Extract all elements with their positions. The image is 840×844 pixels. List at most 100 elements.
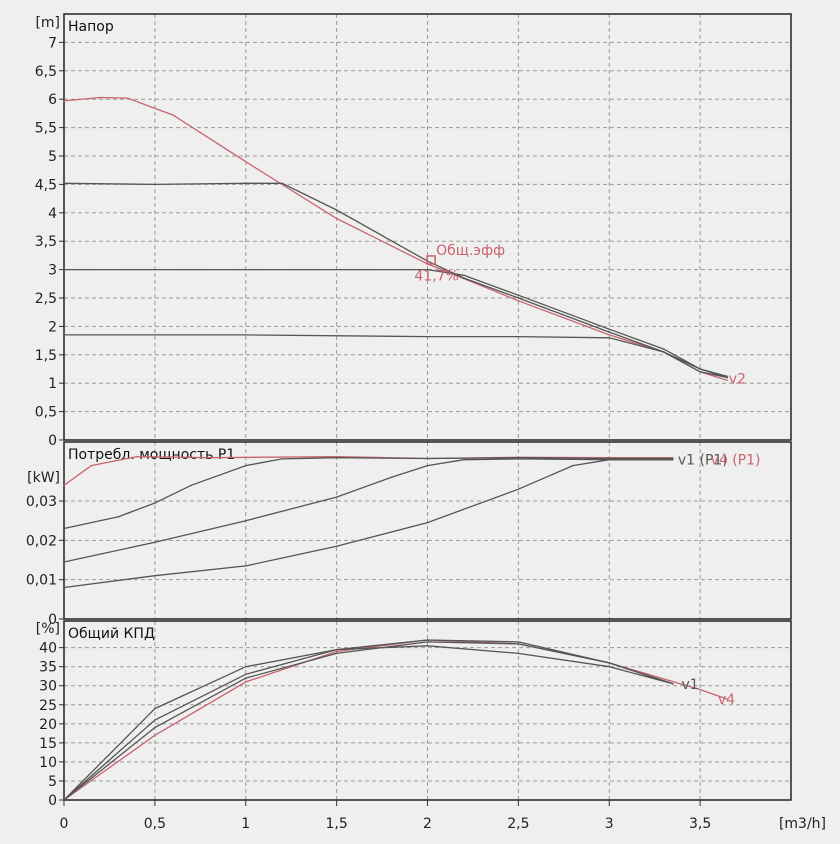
y-tick-label: 5,5 — [35, 121, 57, 137]
y-axis-unit: [%] — [36, 621, 60, 637]
y-tick-label: 4 — [48, 206, 57, 222]
data-point — [244, 677, 247, 679]
x-tick-label: 1,5 — [325, 816, 347, 832]
data-point — [426, 268, 429, 271]
y-tick-label: 0,5 — [35, 405, 57, 421]
data-point — [126, 97, 129, 99]
data-point — [154, 502, 156, 504]
y-tick-label: 0 — [48, 793, 57, 809]
data-point — [244, 334, 247, 336]
data-point — [426, 335, 429, 338]
data-point — [154, 183, 156, 186]
data-point — [190, 484, 193, 487]
y-tick-label: 1,5 — [35, 348, 57, 364]
data-point — [335, 650, 338, 653]
data-point — [608, 457, 611, 460]
data-point — [63, 484, 65, 487]
data-point — [463, 458, 465, 461]
data-point — [335, 455, 338, 458]
data-point — [63, 100, 65, 102]
data-point — [244, 673, 247, 676]
series-line-curve-3 — [63, 458, 673, 563]
annotation-label: v4 — [718, 692, 735, 708]
data-point — [517, 652, 520, 655]
y-tick-label: 0 — [48, 612, 57, 628]
data-point — [335, 209, 338, 211]
data-point — [572, 464, 574, 467]
y-tick-label: 2 — [48, 319, 57, 335]
panel-title: Напор — [68, 19, 114, 35]
data-point — [699, 371, 701, 373]
panel-title: Общий КПД — [68, 626, 155, 642]
data-point — [672, 683, 674, 685]
data-point — [154, 707, 156, 710]
annotation-label: v1 — [681, 677, 698, 693]
data-point — [244, 565, 247, 567]
data-point — [608, 662, 611, 664]
data-point — [244, 160, 247, 163]
y-axis-unit: [kW] — [27, 470, 60, 486]
data-point — [726, 698, 729, 700]
y-tick-label: 0 — [48, 433, 57, 449]
data-point — [63, 586, 65, 589]
data-point — [63, 334, 65, 336]
y-tick-label: 0,01 — [26, 573, 57, 589]
data-point — [608, 334, 611, 336]
x-tick-label: 0,5 — [144, 816, 166, 832]
y-tick-label: 15 — [39, 736, 57, 752]
data-point — [517, 488, 520, 491]
data-point — [335, 217, 338, 220]
data-point — [608, 336, 611, 339]
data-point — [244, 182, 247, 185]
y-tick-label: 40 — [39, 641, 57, 657]
y-tick-label: 10 — [39, 755, 57, 771]
data-point — [244, 519, 247, 522]
x-axis-unit: [m3/h] — [779, 816, 826, 832]
data-point — [517, 300, 520, 302]
series-line-v1 — [64, 334, 728, 379]
data-point — [63, 527, 65, 530]
y-tick-label: 6,5 — [35, 64, 57, 80]
x-tick-label: 2,5 — [507, 816, 529, 832]
y-tick-label: 20 — [39, 717, 57, 733]
data-point — [281, 182, 283, 185]
data-point — [517, 641, 520, 643]
data-point — [244, 464, 247, 467]
data-point — [335, 652, 338, 655]
data-point — [463, 277, 465, 279]
data-point — [517, 458, 520, 460]
data-point — [63, 268, 65, 271]
data-point — [244, 665, 247, 668]
data-point — [90, 464, 93, 467]
data-point — [426, 639, 429, 641]
data-point — [335, 648, 338, 651]
data-point — [608, 665, 611, 668]
data-point — [135, 455, 138, 458]
data-point — [281, 458, 283, 460]
data-point — [608, 331, 611, 333]
operating-point-marker — [426, 255, 436, 265]
annotation-label: v4 (P1) — [711, 453, 761, 469]
y-tick-label: 4,5 — [35, 177, 57, 193]
y-tick-label: 2,5 — [35, 291, 57, 307]
y-tick-label: 1 — [48, 376, 57, 392]
y-tick-label: 25 — [39, 698, 57, 714]
data-point — [390, 476, 392, 479]
data-point — [608, 458, 611, 461]
data-point — [699, 688, 701, 691]
data-point — [608, 328, 611, 331]
data-point — [63, 561, 65, 563]
data-point — [463, 274, 465, 277]
data-point — [244, 268, 247, 271]
annotation-label: Общ.эфф — [436, 243, 505, 259]
y-tick-label: 30 — [39, 679, 57, 695]
x-tick-label: 2 — [423, 816, 432, 832]
data-point — [335, 456, 338, 459]
y-tick-label: 7 — [48, 35, 57, 51]
data-point — [154, 726, 156, 729]
data-point — [672, 457, 674, 460]
data-point — [154, 734, 156, 737]
data-point — [726, 376, 729, 379]
y-tick-label: 0,03 — [26, 494, 57, 510]
